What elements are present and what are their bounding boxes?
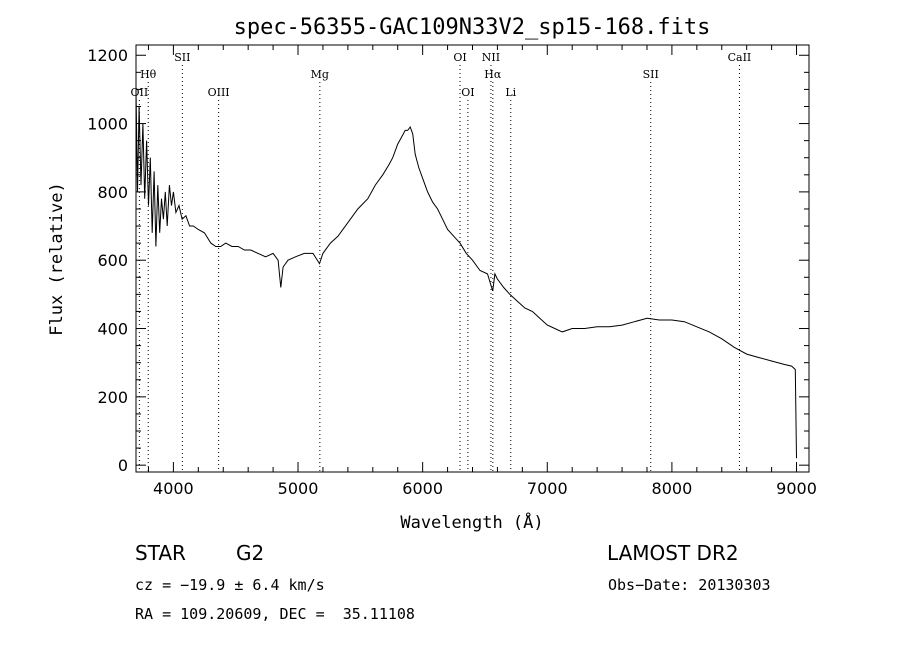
line-id-label: SII	[174, 51, 190, 64]
x-axis-label: Wavelength (Å)	[400, 511, 543, 533]
y-tick-label: 800	[97, 183, 128, 202]
chart-title: spec-56355-GAC109N33V2_sp15-168.fits	[234, 15, 711, 40]
x-tick-label: 6000	[402, 479, 443, 498]
spectrum-line	[135, 89, 797, 459]
line-id-label: Li	[505, 86, 516, 99]
x-tick-label: 7000	[527, 479, 568, 498]
axis-ticks: 4000 5000 6000 7000 8000 9000 0 200 400 600 800 100…	[87, 45, 817, 498]
x-tick-label: 8000	[652, 479, 693, 498]
line-id-label: OIII	[208, 86, 230, 99]
y-tick-label: 1200	[87, 46, 128, 65]
line-id-label: SII	[643, 68, 659, 81]
y-axis-label: Flux (relative)	[47, 182, 67, 336]
line-id-label: Hα	[484, 68, 502, 81]
observation-date: Obs−Date: 20130303	[608, 576, 771, 594]
object-type: STAR	[135, 541, 186, 565]
line-id-label: OI	[461, 86, 474, 99]
line-id-label: OII	[131, 86, 149, 99]
line-id-label: Mg	[311, 68, 329, 81]
survey-name: LAMOST DR2	[607, 541, 739, 565]
spectral-subclass: G2	[236, 541, 265, 565]
y-tick-label: 600	[97, 251, 128, 270]
y-tick-label: 400	[97, 320, 128, 339]
line-id-label: Hθ	[140, 68, 157, 81]
x-tick-label: 9000	[776, 479, 817, 498]
y-tick-label: 200	[97, 388, 128, 407]
x-tick-label: 4000	[153, 479, 194, 498]
line-id-label: OI	[453, 51, 466, 64]
y-tick-label: 1000	[87, 115, 128, 134]
x-tick-label: 5000	[278, 479, 319, 498]
coordinates-readout: RA = 109.20609, DEC = 35.11108	[135, 605, 415, 623]
redshift-readout: cz = −19.9 ± 6.4 km/s	[135, 576, 325, 594]
line-id-label: CaII	[728, 51, 752, 64]
y-tick-label: 0	[118, 456, 128, 475]
plot-frame	[135, 44, 810, 473]
line-id-label: NII	[482, 51, 500, 64]
